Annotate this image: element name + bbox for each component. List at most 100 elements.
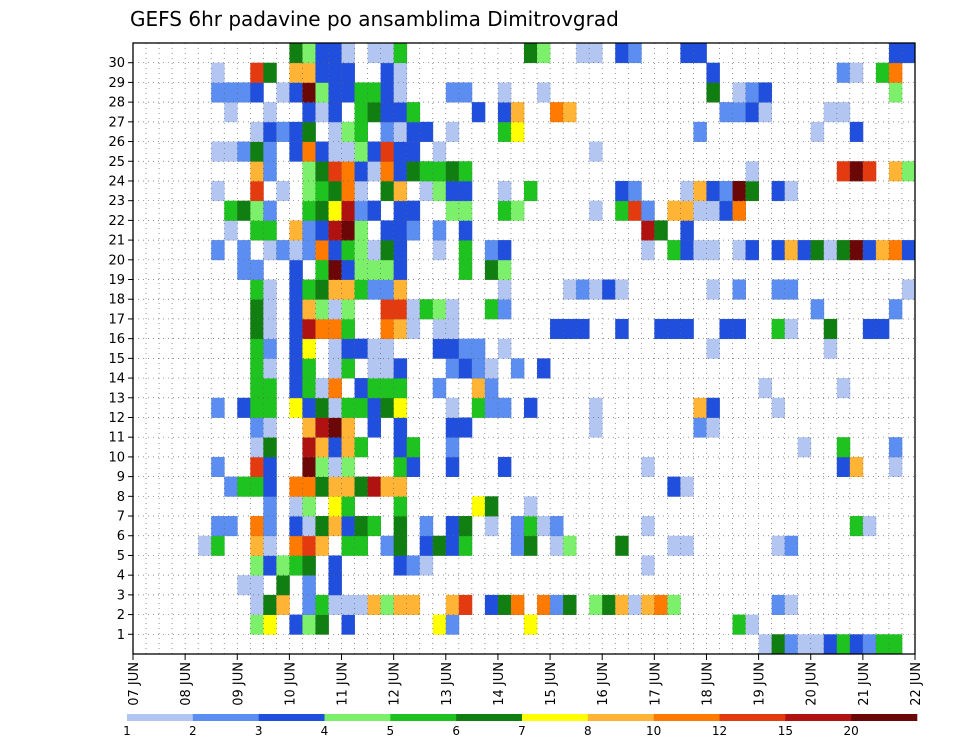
cell-m26-t23	[419, 121, 434, 142]
cell-m23-t25	[445, 180, 460, 202]
cell-m22-t8	[224, 200, 238, 221]
cell-m21-t21	[393, 220, 408, 241]
cell-m14-t17	[341, 358, 355, 379]
cell-m24-t25	[445, 161, 460, 182]
cell-m15-t45	[706, 338, 720, 359]
cell-m25-t8	[224, 141, 238, 162]
cell-m4-t13	[289, 555, 303, 576]
y-tick-label: 21	[108, 234, 125, 249]
cell-m10-t10	[250, 437, 264, 458]
cell-m20-t14	[302, 240, 316, 261]
cell-m19-t26	[458, 259, 473, 280]
cell-m18-t35	[576, 279, 590, 300]
cell-m22-t11	[263, 200, 277, 221]
cell-m28-t59	[888, 82, 903, 103]
cell-m13-t28	[484, 378, 499, 399]
cell-m19-t17	[341, 259, 355, 280]
cell-m15-t18	[354, 338, 368, 359]
cell-m13-t49	[758, 378, 773, 399]
cell-m25-t7	[211, 141, 225, 162]
x-tick-label: 22 JUN	[909, 662, 924, 706]
x-tick-label: 19 JUN	[753, 662, 768, 706]
cell-m21-t8	[224, 220, 238, 241]
cell-m23-t16	[328, 180, 342, 202]
cell-m6-t26	[458, 516, 473, 537]
cell-m6-t57	[862, 516, 877, 537]
x-tick-label: 16 JUN	[596, 662, 611, 706]
cell-m0-t59	[888, 634, 903, 655]
cell-m4-t22	[406, 555, 421, 576]
cell-m7-t14	[302, 496, 316, 517]
cell-m26-t21	[393, 121, 408, 142]
cell-m10-t52	[797, 437, 812, 458]
cell-m22-t9	[237, 200, 251, 221]
cell-m13-t15	[315, 378, 329, 399]
cell-m15-t29	[497, 338, 512, 359]
cell-m19-t10	[250, 259, 264, 280]
cell-m9-t21	[393, 456, 408, 478]
cell-m14-t27	[471, 358, 486, 379]
legend-label: 5	[387, 724, 395, 738]
cell-m25-t14	[302, 141, 316, 162]
y-tick-label: 25	[108, 155, 125, 170]
x-axis-ticks: 07 JUN 08 JUN 09 JUN 10 JUN 11 JUN 12 JUN 13 J…	[127, 654, 924, 706]
y-tick-label: 26	[108, 135, 125, 150]
cell-m14-t16	[328, 358, 342, 379]
legend-swatch	[192, 714, 259, 721]
cell-m21-t43	[680, 220, 694, 241]
cell-m24-t60	[901, 161, 916, 182]
cell-m6-t30	[510, 516, 525, 537]
cell-m28-t17	[341, 82, 355, 103]
cell-m11-t17	[341, 417, 355, 438]
cell-m5-t17	[341, 535, 355, 556]
cell-m25-t9	[237, 141, 251, 162]
cell-m29-t21	[393, 62, 408, 83]
cell-m12-t14	[302, 397, 316, 418]
cell-m11-t16	[328, 417, 342, 438]
cell-m22-t14	[302, 200, 316, 221]
cell-m12-t50	[771, 397, 786, 418]
cell-m12-t10	[250, 397, 264, 418]
cell-m25-t22	[406, 141, 421, 162]
cell-m16-t11	[263, 318, 277, 340]
cell-m29-t11	[263, 62, 277, 83]
cell-m26-t10	[250, 121, 264, 142]
cell-m2-t30	[510, 594, 525, 615]
cell-m18-t19	[367, 279, 382, 300]
cell-m16-t46	[719, 318, 733, 340]
cell-m29-t20	[380, 62, 395, 83]
cell-m22-t46	[719, 200, 733, 221]
cell-m8-t18	[354, 476, 368, 497]
cell-m30-t60	[901, 43, 916, 64]
cell-m11-t11	[263, 417, 277, 438]
cell-m16-t51	[784, 318, 799, 340]
cell-m15-t26	[458, 338, 473, 359]
cell-m5-t11	[263, 535, 277, 556]
cell-m22-t30	[510, 200, 525, 221]
cell-m20-t21	[393, 240, 408, 261]
cell-m22-t22	[406, 200, 421, 221]
cell-m1-t14	[302, 614, 316, 635]
cell-m18-t45	[706, 279, 720, 300]
cell-m20-t16	[328, 240, 342, 261]
cell-m20-t19	[367, 240, 382, 261]
cell-m26-t20	[380, 121, 395, 142]
y-tick-label: 2	[117, 608, 125, 623]
cell-m24-t16	[328, 161, 342, 182]
cell-m18-t18	[354, 279, 368, 300]
cell-m24-t26	[458, 161, 473, 182]
cell-m29-t14	[302, 62, 316, 83]
cell-m11-t26	[458, 417, 473, 438]
cell-m6-t10	[250, 516, 264, 537]
cell-m0-t58	[875, 634, 890, 655]
legend-swatch	[127, 714, 194, 721]
y-tick-label: 11	[108, 431, 125, 446]
cell-m25-t13	[289, 141, 303, 162]
legend-swatch	[851, 714, 918, 721]
cell-m6-t18	[354, 516, 368, 537]
cell-m23-t23	[419, 180, 434, 202]
x-tick-label: 12 JUN	[388, 662, 403, 706]
cell-m20-t57	[862, 240, 877, 261]
cell-m22-t44	[693, 200, 707, 221]
cell-m27-t54	[823, 102, 838, 123]
